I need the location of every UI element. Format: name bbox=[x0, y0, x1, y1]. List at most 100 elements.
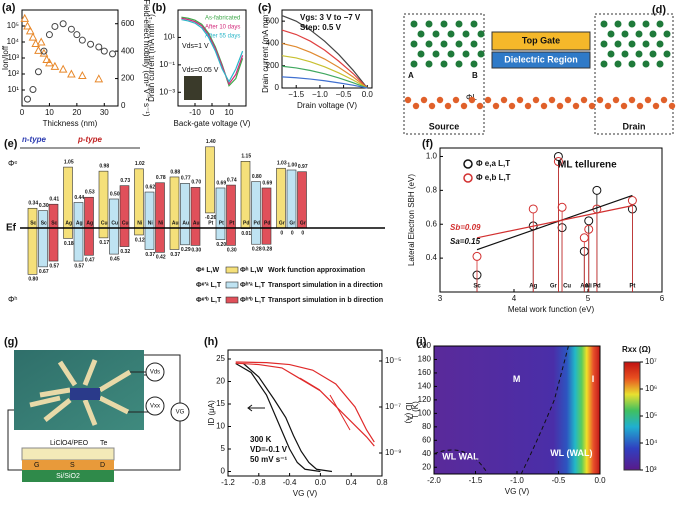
value-label: 1.02 bbox=[135, 161, 145, 167]
top-gate-label: Top Gate bbox=[522, 35, 560, 45]
data-line bbox=[235, 361, 375, 443]
y-tick-label: 10¹ bbox=[163, 33, 175, 42]
annotation: Vds=0.05 V bbox=[182, 67, 219, 74]
data-point bbox=[78, 36, 86, 44]
bar bbox=[251, 181, 261, 245]
inset-image bbox=[184, 76, 202, 100]
x-axis-label: VG (V) bbox=[505, 487, 530, 496]
data-point bbox=[28, 32, 38, 41]
x-tick-label: 0.0 bbox=[315, 478, 327, 487]
y-tick-label: 5 bbox=[221, 444, 226, 453]
atom bbox=[628, 60, 636, 68]
meter-label: Vds bbox=[150, 370, 160, 376]
value-label: 0.17 bbox=[99, 240, 109, 246]
value-label: 0.37 bbox=[170, 252, 180, 258]
y-tick-label: 10⁻¹ bbox=[159, 60, 175, 69]
data-point bbox=[67, 69, 76, 78]
atom bbox=[556, 102, 564, 110]
category-label: Ni bbox=[148, 220, 154, 226]
atom bbox=[412, 102, 420, 110]
x-axis-label: Drain voltage (V) bbox=[297, 101, 357, 110]
y2-tick-label: 400 bbox=[121, 46, 135, 55]
data-point bbox=[45, 58, 54, 67]
category-label: Ag bbox=[86, 220, 93, 226]
y-tick-label: 10³ bbox=[7, 53, 19, 62]
value-label: 0.32 bbox=[120, 249, 130, 255]
atom bbox=[470, 20, 478, 28]
y-tick-label: 80 bbox=[422, 422, 431, 431]
category-label: Pt bbox=[219, 220, 224, 226]
value-label: 0.41 bbox=[49, 197, 59, 203]
atom bbox=[649, 50, 657, 58]
atom bbox=[572, 102, 580, 110]
value-label: 0.37 bbox=[145, 252, 155, 258]
y-tick-label: 0 bbox=[275, 83, 280, 92]
value-label: 0 bbox=[280, 230, 283, 236]
data-point bbox=[627, 196, 637, 206]
category-label: Pd bbox=[254, 220, 260, 226]
bar bbox=[276, 167, 286, 229]
data-point bbox=[100, 47, 108, 55]
electrolyte bbox=[21, 447, 115, 461]
y-tick-label: 100 bbox=[418, 408, 432, 417]
legend-label: After 55 days bbox=[205, 34, 240, 40]
source-box bbox=[403, 13, 485, 135]
atom bbox=[600, 40, 608, 48]
electrodes bbox=[29, 359, 132, 426]
atom bbox=[470, 40, 478, 48]
legend-symbol: Φʰ'ᵃ L,T bbox=[240, 282, 266, 289]
phase-boundary bbox=[433, 449, 489, 475]
value-label: 0.88 bbox=[170, 169, 180, 175]
g-label: G bbox=[34, 462, 39, 469]
y-tick-label: 10 bbox=[216, 422, 225, 431]
atom bbox=[455, 60, 463, 68]
atom bbox=[447, 30, 455, 38]
data-line bbox=[181, 17, 244, 86]
substrate bbox=[22, 470, 114, 482]
x-tick-label: 20 bbox=[72, 108, 81, 117]
colorbar-label: 10⁵ bbox=[645, 411, 657, 420]
x-axis-label: Thickness (nm) bbox=[43, 119, 98, 128]
value-label: 0 bbox=[301, 230, 304, 236]
y-tick-label: 1.0 bbox=[426, 152, 438, 161]
substrate-label: Si/SiO2 bbox=[56, 473, 80, 480]
data-point bbox=[51, 22, 59, 30]
data-point bbox=[23, 21, 32, 30]
meter bbox=[170, 402, 190, 422]
atom bbox=[477, 30, 485, 38]
bar bbox=[27, 207, 38, 275]
atom bbox=[635, 30, 643, 38]
x-tick-label: 0 bbox=[20, 108, 25, 117]
atom bbox=[476, 102, 484, 110]
data-point bbox=[50, 61, 60, 70]
data-line bbox=[281, 55, 368, 89]
value-label: 0.47 bbox=[85, 258, 95, 264]
y-axis-label: Drain current (mA mm⁻¹) bbox=[261, 5, 270, 93]
value-label: 0.77 bbox=[181, 176, 191, 182]
bar bbox=[38, 210, 48, 268]
value-label: 0.28 bbox=[252, 247, 262, 253]
bar bbox=[180, 183, 190, 246]
category-label: Sc bbox=[41, 220, 47, 226]
data-point bbox=[45, 31, 53, 39]
x-tick-label: -0.5 bbox=[552, 476, 566, 485]
category-label: Cu bbox=[122, 220, 129, 226]
bar bbox=[63, 166, 73, 239]
value-label: 0.30 bbox=[191, 248, 201, 254]
y-tick-label: 10¹ bbox=[7, 85, 19, 94]
y-axis-label: T (K) bbox=[411, 401, 420, 419]
s-label: S bbox=[70, 462, 75, 469]
atom bbox=[635, 50, 643, 58]
value-label: 1.03 bbox=[277, 161, 287, 167]
data-line bbox=[181, 18, 244, 83]
value-label: 0.80 bbox=[252, 174, 262, 180]
x-tick-label: 3 bbox=[438, 294, 443, 303]
data-line bbox=[235, 362, 321, 473]
panel-label: (d) bbox=[652, 4, 666, 16]
data-point bbox=[579, 233, 589, 243]
category-label: Au bbox=[193, 220, 200, 226]
value-label: 0.74 bbox=[227, 177, 237, 183]
atom bbox=[417, 30, 425, 38]
bar bbox=[119, 185, 130, 247]
value-label: 0.12 bbox=[135, 237, 145, 243]
